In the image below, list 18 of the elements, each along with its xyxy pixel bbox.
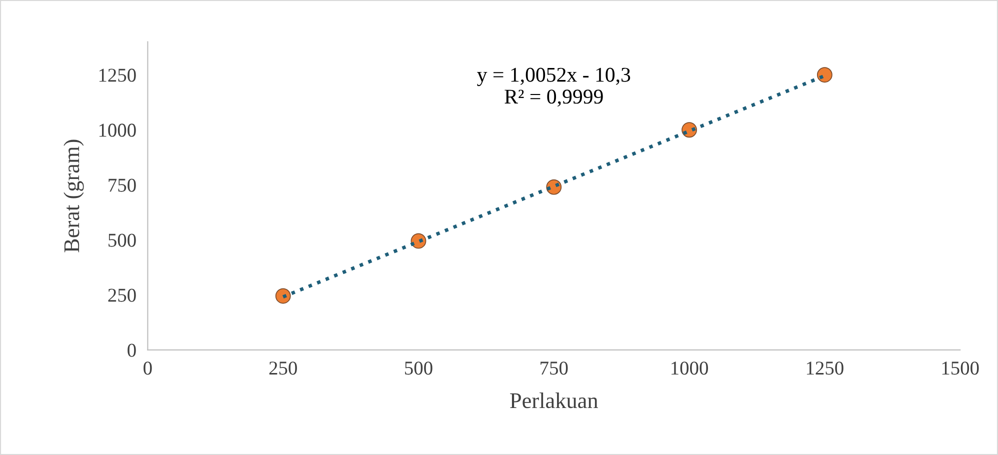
y-tick-label: 250 <box>108 288 136 302</box>
y-tick-label: 0 <box>128 344 136 357</box>
x-tick-label: 1250 <box>806 362 844 375</box>
y-tick-label: 500 <box>108 234 136 247</box>
x-tick-label: 500 <box>405 362 432 375</box>
x-tick-label: 0 <box>144 362 152 375</box>
x-axis-title: Perlakuan <box>510 392 598 408</box>
y-axis-title: Berat (gram) <box>64 140 84 252</box>
y-tick-label: 750 <box>108 178 136 192</box>
y-tick-label: 1250 <box>99 68 136 82</box>
x-tick-label: 750 <box>540 362 568 375</box>
x-tick-label: 250 <box>269 362 297 375</box>
point <box>275 288 291 304</box>
y-tick-label: 1000 <box>99 124 136 137</box>
x-tick-label: 1000 <box>672 362 708 375</box>
annotation: y = 1,0052x - 10,3 R² = 0,9999 <box>477 68 630 107</box>
point <box>816 67 832 83</box>
x-tick-label: 1500 <box>942 362 979 375</box>
